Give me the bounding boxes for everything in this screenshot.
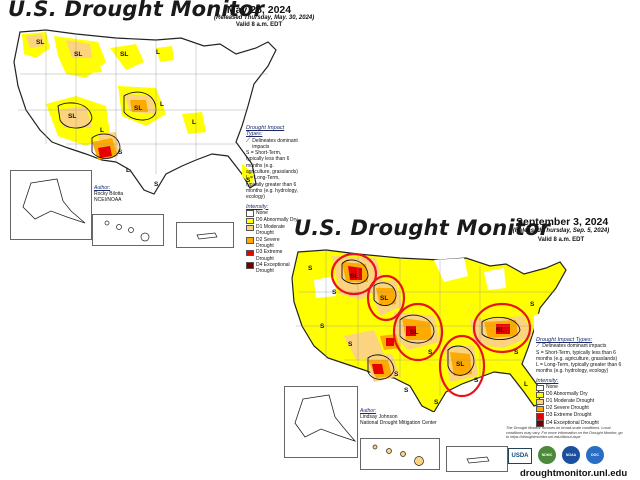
impact-label: SL: [380, 295, 388, 302]
hawaii-inset: [92, 214, 164, 246]
impact-label: S: [118, 149, 123, 156]
released-note: (Released Thursday, May. 30, 2024): [214, 15, 315, 21]
map-title: U.S. Drought Monitor: [8, 0, 265, 21]
legend-top: Drought Impact Types: ⟋ Delineates domina…: [246, 122, 298, 274]
author-label: Author:: [360, 408, 377, 414]
impact-label: L: [156, 49, 160, 56]
author-name: Lindsay Johnson: [360, 414, 398, 420]
legend-level: D0 Abnormally Dry: [246, 217, 298, 225]
conus-map: S S SL S S SL SL S SL SL S S S S S L S: [291, 249, 567, 412]
impact-label: SL: [496, 327, 504, 334]
released-note: (Released Thursday, Sep. 5, 2024): [512, 228, 610, 234]
author-block: Author: Lindsay Johnson National Drought…: [360, 408, 437, 426]
impact-label: L: [160, 101, 164, 108]
author-name: Rocky Bilotta: [94, 191, 124, 197]
legend-short-term: S = Short-Term, typically less than 6 mo…: [246, 150, 298, 176]
impact-label: SL: [350, 273, 358, 280]
legend-long-term: L = Long-Term, typically greater than 6 …: [536, 362, 622, 375]
impact-label: SL: [36, 39, 44, 46]
legend-level: None: [246, 210, 298, 217]
impact-label: L: [100, 127, 104, 134]
puerto-rico-inset: [176, 222, 234, 248]
impact-label: S: [404, 387, 409, 394]
drought-map-may: U.S. Drought Monitor May 28, 2024 (Relea…: [0, 0, 314, 274]
impact-label: SL: [134, 105, 142, 112]
legend-level: D3 Extreme Drought: [246, 249, 298, 262]
legend-level: D0 Abnormally Dry: [536, 391, 632, 399]
legend-level: D1 Moderate Drought: [246, 224, 298, 237]
noaa-logo: NOAA: [562, 446, 580, 464]
impact-label: SL: [68, 113, 76, 120]
map-date: September 3, 2024: [516, 216, 609, 228]
impact-label: S: [428, 349, 433, 356]
legend-level: D4 Exceptional Drought: [536, 420, 632, 427]
legend-level: None: [536, 384, 632, 392]
footnote: The Drought Monitor focuses on broad-sca…: [506, 426, 623, 440]
annotation-circle: [330, 252, 378, 296]
impact-label: SL: [456, 361, 464, 368]
impact-label: S: [514, 349, 519, 356]
conus-map: SL SL SL L SL L L SL L S L S S: [13, 29, 277, 195]
author-block: Author: Rocky Bilotta NCEI/NOAA: [94, 185, 123, 203]
legend-level: D1 Moderate Drought: [536, 398, 632, 406]
ndmc-logo: NDMC: [538, 446, 556, 464]
map-date: May 28, 2024: [226, 4, 292, 16]
usda-logo: USDA: [508, 448, 532, 464]
annotation-circle: [366, 274, 406, 322]
impact-types-title: Drought Impact Types:: [246, 125, 285, 138]
map-title: U.S. Drought Monitor: [294, 216, 551, 240]
intensity-title: Intensity:: [536, 377, 559, 384]
impact-label: S: [154, 181, 159, 188]
impact-label: S: [332, 289, 337, 296]
intensity-title: Intensity:: [246, 203, 269, 210]
legend-level: D2 Severe Drought: [536, 405, 632, 413]
impact-label: S: [320, 323, 325, 330]
impact-label: S: [394, 371, 399, 378]
impact-label: L: [524, 381, 528, 388]
legend-bottom: Drought Impact Types: ⟋ Delineates domina…: [536, 334, 632, 427]
legend-level: D2 Severe Drought: [246, 237, 298, 250]
impact-label: S: [246, 177, 251, 184]
impact-label: SL: [120, 51, 128, 58]
impact-labels: SL SL SL L SL L L SL L S L S S: [36, 39, 251, 188]
impact-label: S: [530, 301, 535, 308]
website-link[interactable]: droughtmonitor.unl.edu: [520, 468, 628, 479]
state-borders: [18, 30, 268, 174]
valid-time: Valid 8 a.m. EDT: [537, 237, 585, 243]
legend-short-term: S = Short-Term, typically less than 6 mo…: [536, 349, 618, 362]
annotation-circle: [392, 302, 444, 362]
annotation-circle: [472, 302, 532, 354]
impact-label: L: [192, 119, 196, 126]
d3-areas: [348, 266, 510, 374]
puerto-rico-inset: [446, 446, 508, 472]
impact-label: SL: [74, 51, 82, 58]
legend-level: D3 Extreme Drought: [536, 412, 632, 420]
legend-delineates: ⟋ Delineates dominant impacts: [246, 137, 298, 150]
annotation-circle: [438, 334, 486, 398]
d3-areas: [98, 146, 112, 158]
drought-map-september: U.S. Drought Monitor September 3, 2024 (…: [280, 210, 640, 480]
author-org: NCEI/NOAA: [94, 197, 122, 203]
author-label: Author:: [94, 185, 111, 191]
author-org: National Drought Mitigation Center: [360, 420, 437, 426]
impact-label: L: [126, 167, 130, 174]
impact-label: S: [434, 399, 439, 406]
legend-level: D4 Exceptional Drought: [246, 262, 298, 275]
hawaii-inset: [360, 438, 440, 470]
impact-labels: S S SL S S SL SL S SL SL S S S S S L S: [308, 265, 535, 406]
impact-label: S: [348, 341, 353, 348]
annotation-circles: [330, 252, 532, 398]
impact-label: SL: [410, 329, 418, 336]
alaska-inset: [284, 386, 358, 458]
impact-lines: [341, 259, 521, 380]
doc-logo: DOC: [586, 446, 604, 464]
alaska-inset: [10, 170, 92, 240]
legend-delineates: ⟋ Delineates dominant impacts: [536, 343, 607, 350]
none-areas: [314, 258, 546, 334]
impact-label: S: [474, 377, 479, 384]
valid-time: Valid 8 a.m. EDT: [235, 22, 283, 28]
legend-long-term: L = Long-Term, typically greater than 6 …: [246, 175, 298, 201]
impact-types-title: Drought Impact Types:: [536, 337, 593, 343]
impact-label: S: [308, 265, 313, 272]
